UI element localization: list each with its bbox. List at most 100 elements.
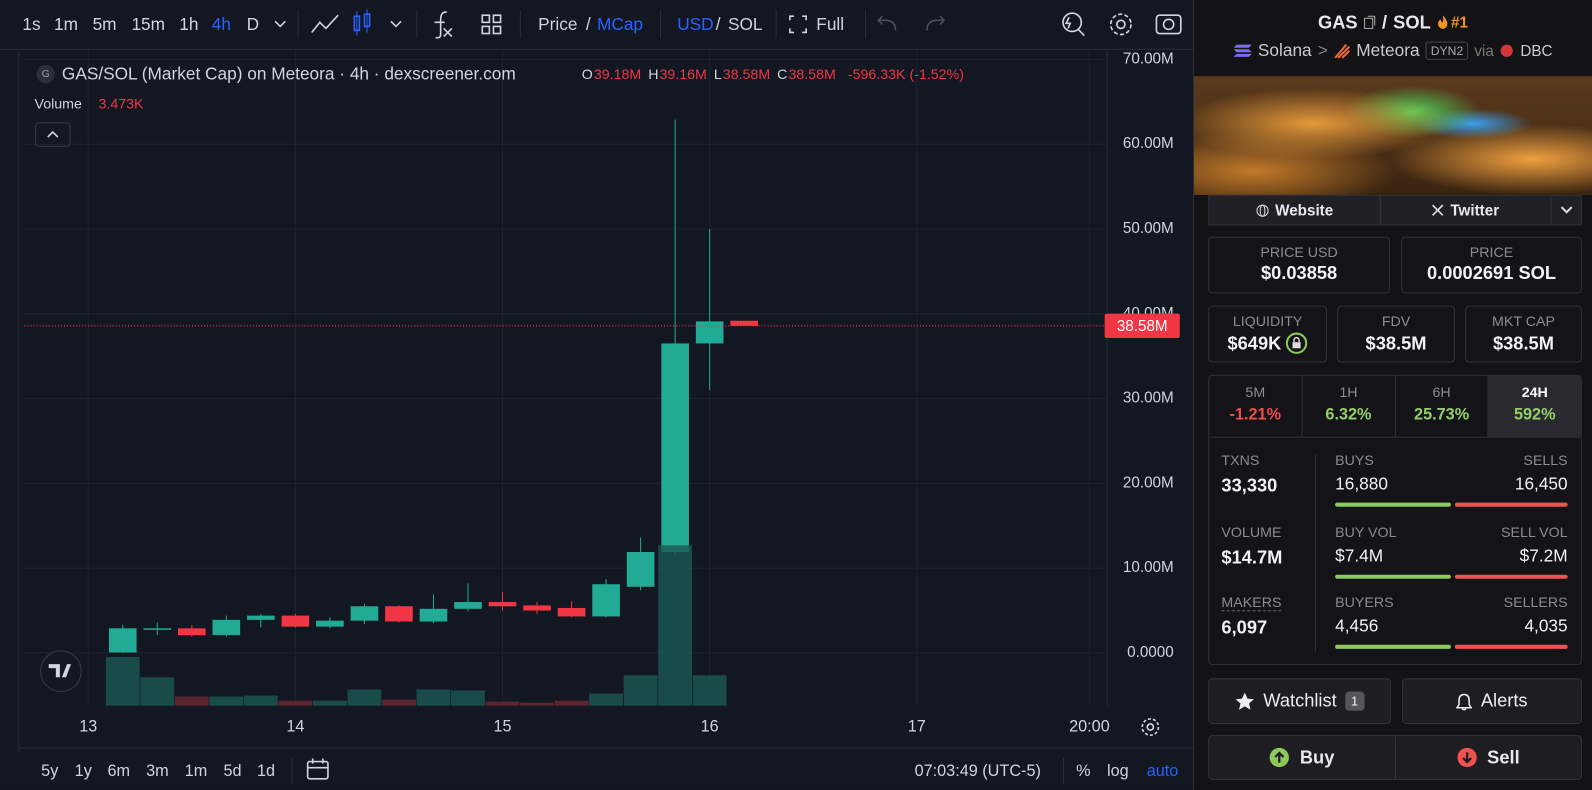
price-mode[interactable]: Price — [538, 14, 577, 34]
interval-button[interactable]: 1m — [54, 14, 78, 34]
settings-icon[interactable] — [1109, 13, 1132, 36]
y-tick-label: 10.00M — [1123, 559, 1174, 576]
stat-right-label: SELLERS — [1503, 594, 1568, 611]
tab-value[interactable]: 592% — [1513, 406, 1556, 424]
collapse-icon[interactable] — [47, 130, 59, 138]
button-label[interactable]: Buy — [1299, 746, 1335, 768]
layout-icon[interactable] — [481, 14, 502, 35]
candle-body — [350, 606, 379, 621]
fullscreen-button[interactable]: Full — [816, 14, 844, 34]
sol-mode[interactable]: SOL — [728, 14, 763, 34]
buy-ratio-bar — [1335, 644, 1451, 649]
button-label[interactable]: Alerts — [1480, 690, 1528, 711]
indicators-icon[interactable] — [434, 11, 453, 39]
change-tab[interactable]: 1H 6.32% — [1302, 375, 1396, 437]
collapse-button[interactable] — [35, 122, 71, 147]
range-button[interactable]: 1y — [75, 762, 93, 780]
flame-icon — [1438, 15, 1448, 29]
interval-button[interactable]: 4h — [212, 14, 231, 34]
candle-body — [281, 615, 310, 627]
button-label[interactable]: Sell — [1487, 746, 1520, 768]
usd-mode[interactable]: USD — [677, 14, 713, 34]
change-tab[interactable]: 6H 25.73% — [1396, 375, 1489, 437]
volume-bar — [416, 689, 451, 706]
mcap-mode[interactable]: MCap — [597, 14, 643, 34]
watch-count[interactable]: 1 — [1344, 691, 1365, 711]
interval-button[interactable]: 1s — [22, 14, 40, 34]
link-label[interactable]: Twitter — [1450, 201, 1500, 219]
link-label[interactable]: Website — [1275, 201, 1334, 219]
tab-label[interactable]: 24H — [1521, 383, 1548, 401]
auto-toggle[interactable]: auto — [1147, 762, 1179, 780]
range-button[interactable]: 5d — [223, 762, 241, 780]
axis-settings-icon[interactable] — [1141, 718, 1160, 736]
log-toggle[interactable]: log — [1107, 762, 1129, 780]
volume-bar — [209, 696, 244, 706]
interval-button[interactable]: 1h — [179, 14, 198, 34]
interval-button[interactable]: 15m — [131, 14, 165, 34]
launchpad-name: DBC — [1520, 42, 1553, 60]
watchlist-button[interactable]: Watchlist 1 — [1208, 678, 1391, 724]
range-button[interactable]: 6m — [108, 762, 131, 780]
sell-ratio-bar — [1454, 574, 1568, 579]
more-links[interactable] — [1551, 196, 1580, 224]
redo-icon[interactable] — [926, 15, 946, 31]
button-label[interactable]: Watchlist — [1263, 690, 1337, 711]
alerts-button[interactable]: Alerts — [1402, 678, 1582, 724]
candle-body — [177, 628, 206, 636]
card-label: MKT CAP — [1491, 312, 1555, 329]
fullscreen-icon[interactable] — [789, 15, 807, 34]
dex-name: Meteora — [1356, 40, 1420, 60]
candle-body — [488, 602, 517, 607]
ohlc-legend: O39.18M H39.16M L38.58M C38.58M -596.33K… — [582, 67, 964, 83]
change-tab-active[interactable]: 24H 592% — [1488, 375, 1581, 437]
range-button[interactable]: 1m — [185, 762, 208, 780]
tab-label[interactable]: 6H — [1432, 383, 1451, 401]
line-chart-icon[interactable] — [311, 14, 339, 34]
tab-label[interactable]: 5M — [1245, 383, 1266, 401]
twitter-link[interactable]: Twitter — [1381, 195, 1552, 225]
candle-body — [592, 584, 620, 617]
fdv-card: FDV $38.5M — [1337, 305, 1455, 363]
y-tick-label: 20.00M — [1123, 474, 1174, 491]
interval-button[interactable]: D — [247, 14, 259, 34]
website-link[interactable]: Website — [1209, 195, 1381, 225]
ohlc-key: L — [714, 67, 722, 83]
grid: 0.000010.00M20.00M30.00M40.00M50.00M60.0… — [24, 50, 1174, 735]
meteora-icon — [1334, 44, 1350, 59]
mktcap-card: MKT CAP $38.5M — [1465, 305, 1582, 363]
clock: 07:03:49 (UTC-5) — [915, 762, 1041, 780]
route-arrow: > — [1317, 40, 1328, 60]
change-tab[interactable]: 5M -1.21% — [1209, 375, 1303, 437]
alert-icon[interactable] — [1062, 12, 1085, 37]
volume-bar — [623, 675, 658, 706]
range-button[interactable]: 5y — [41, 762, 59, 780]
price-usd-card: PRICE USD $0.03858 — [1208, 236, 1390, 294]
y-tick-label: 60.00M — [1123, 135, 1174, 152]
volume-bar — [278, 700, 313, 706]
tab-value[interactable]: 25.73% — [1414, 406, 1470, 424]
tab-value[interactable]: 6.32% — [1325, 406, 1372, 424]
token-banner — [1194, 76, 1592, 195]
candle-icon[interactable] — [353, 9, 371, 36]
buy-button[interactable]: Buy — [1209, 736, 1396, 779]
tab-label[interactable]: 1H — [1339, 383, 1358, 401]
sell-button[interactable]: Sell — [1396, 736, 1581, 779]
stat-right-value: $7.2M — [1519, 546, 1568, 566]
percent-toggle[interactable]: % — [1076, 762, 1090, 780]
stats-box: 5M -1.21% 1H 6.32% 6H 25.73% 24H 592% TXNS 33… — [1208, 374, 1582, 666]
interval-button[interactable]: 5m — [93, 14, 117, 34]
undo-icon[interactable] — [877, 15, 897, 31]
screenshot-icon[interactable] — [1155, 14, 1182, 35]
copy-icon[interactable] — [1364, 15, 1376, 29]
via-text: via — [1474, 42, 1494, 60]
stat-left-label: BUYS — [1335, 451, 1374, 469]
range-button[interactable]: 1d — [257, 762, 275, 780]
chart-type-dropdown[interactable] — [390, 20, 402, 28]
range-button[interactable]: 3m — [146, 762, 169, 780]
ohlc-key: H — [648, 67, 658, 83]
interval-dropdown[interactable] — [274, 20, 286, 28]
tab-value[interactable]: -1.21% — [1229, 406, 1282, 424]
candle-body — [385, 606, 413, 622]
goto-date-icon[interactable] — [306, 758, 329, 780]
